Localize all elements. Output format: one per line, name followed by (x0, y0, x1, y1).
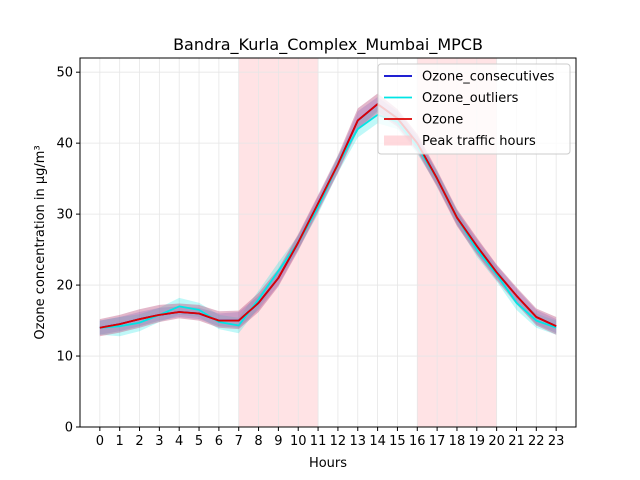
x-tick-label: 5 (195, 434, 203, 449)
x-tick-label: 20 (488, 434, 505, 449)
x-tick-label: 23 (548, 434, 565, 449)
x-tick-label: 2 (135, 434, 143, 449)
plot-frame (79, 57, 577, 428)
y-axis-label: Ozone concentration in µg/m³ (33, 145, 48, 339)
legend: Ozone_consecutives Ozone_outliers Ozone Pea… (377, 63, 571, 155)
x-tick-label: 0 (96, 434, 104, 449)
x-tick-label: 12 (330, 434, 347, 449)
x-axis-label: Hours (309, 456, 347, 471)
x-tick-label: 13 (349, 434, 366, 449)
x-tick-label: 17 (429, 434, 446, 449)
y-axis-ticks: 0 10 20 30 40 50 (56, 66, 80, 436)
x-axis-ticks: 0 1 2 3 4 5 6 7 8 9 10 11 12 13 14 15 16 17 18 19 20 21 22 23 (96, 427, 565, 449)
x-tick-label: 8 (254, 434, 262, 449)
x-tick-label: 14 (369, 434, 386, 449)
x-tick-label: 22 (528, 434, 545, 449)
y-tick-label: 20 (56, 279, 73, 294)
y-tick-label: 50 (56, 66, 73, 81)
legend-swatch-peak-traffic (384, 135, 412, 146)
x-tick-label: 7 (235, 434, 243, 449)
x-tick-label: 18 (449, 434, 466, 449)
y-tick-label: 30 (56, 208, 73, 223)
y-tick-label: 40 (56, 137, 73, 152)
x-tick-label: 3 (155, 434, 163, 449)
x-tick-label: 4 (175, 434, 183, 449)
series-lines (99, 103, 557, 329)
chart-title: Bandra_Kurla_Complex_Mumbai_MPCB (173, 35, 483, 55)
x-tick-label: 6 (215, 434, 223, 449)
band-ozone-outliers (99, 106, 557, 337)
confidence-bands (99, 93, 557, 337)
y-tick-label: 10 (56, 350, 73, 365)
x-tick-label: 16 (409, 434, 426, 449)
legend-label: Ozone_consecutives (422, 70, 555, 85)
legend-box (377, 63, 571, 155)
x-tick-label: 9 (274, 434, 282, 449)
legend-label: Peak traffic hours (422, 134, 536, 149)
legend-label: Ozone (422, 113, 463, 128)
band-ozone-consecutives (99, 97, 557, 335)
x-tick-label: 19 (469, 434, 486, 449)
band-ozone (99, 93, 557, 337)
line-ozone (99, 103, 557, 329)
y-tick-label: 0 (65, 421, 73, 436)
legend-label: Ozone_outliers (422, 91, 519, 106)
x-tick-label: 10 (290, 434, 307, 449)
x-tick-label: 21 (508, 434, 525, 449)
x-tick-label: 11 (310, 434, 327, 449)
x-tick-label: 15 (389, 434, 406, 449)
x-tick-label: 1 (116, 434, 124, 449)
